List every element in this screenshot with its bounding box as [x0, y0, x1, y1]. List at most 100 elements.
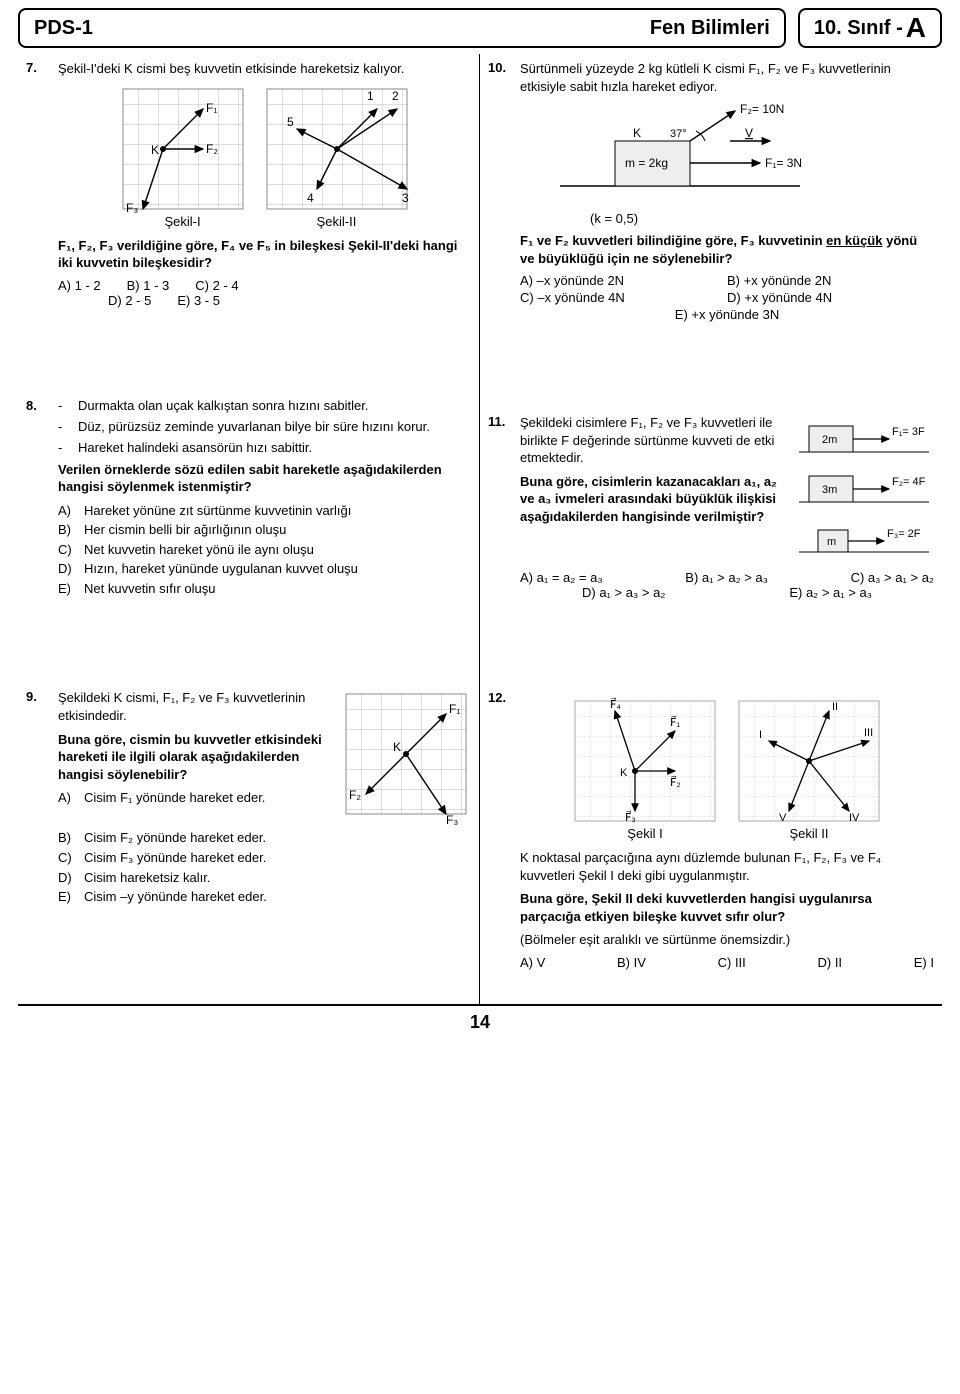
q11-opt-c[interactable]: C) a₃ > a₁ > a₂	[851, 570, 934, 585]
svg-text:F⃗₂: F⃗₂	[670, 775, 681, 789]
q11-opt-d[interactable]: D) a₁ > a₃ > a₂	[582, 585, 665, 600]
svg-text:m: m	[827, 536, 836, 548]
header-right: 10. Sınıf - A	[798, 8, 942, 48]
svg-text:5: 5	[287, 115, 294, 129]
svg-text:F⃗₄: F⃗₄	[610, 697, 621, 711]
q10-opt-a[interactable]: A) –x yönünde 2N	[520, 273, 727, 288]
svg-text:IV: IV	[849, 812, 860, 824]
q7-opt-d[interactable]: D) 2 - 5	[108, 293, 151, 308]
svg-text:I: I	[759, 729, 762, 741]
q9-opt-b[interactable]: Cisim F₂ yönünde hareket eder.	[84, 829, 266, 847]
svg-text:4: 4	[307, 191, 314, 205]
question-10: 10. Sürtünmeli yüzeyde 2 kg kütleli K ci…	[488, 60, 934, 324]
svg-text:F⃗₃: F⃗₃	[625, 810, 636, 824]
q7-figure-2: 1 2 3 4 5 Şekil-II	[262, 84, 412, 229]
svg-text:F₂= 10N: F₂= 10N	[740, 102, 784, 116]
header-left: PDS-1 Fen Bilimleri	[18, 8, 786, 48]
q7-figure-1: K F₁ F₂ F₃ Şekil-I	[118, 84, 248, 229]
q8-item-1: Durmakta olan uçak kalkıştan sonra hızın…	[78, 398, 368, 413]
q7-opt-c[interactable]: C) 2 - 4	[195, 278, 238, 293]
svg-text:F₁= 3F: F₁= 3F	[892, 426, 925, 438]
svg-text:F₂: F₂	[206, 142, 218, 156]
q12-opt-d[interactable]: D) II	[817, 955, 842, 970]
question-11: 11. Şekildeki cisimlere F₁, F₂ ve F₃ kuv…	[488, 414, 934, 600]
svg-text:V: V	[779, 812, 787, 824]
variant-letter: A	[906, 12, 926, 44]
q9-opt-a[interactable]: Cisim F₁ yönünde hareket eder.	[84, 789, 265, 807]
q8-opt-d[interactable]: Hızın, hareket yününde uygulanan kuvvet …	[84, 560, 358, 578]
q11-number: 11.	[488, 414, 512, 600]
svg-text:F⃗₁: F⃗₁	[670, 715, 680, 729]
q12-figure-1: K F⃗₄ F⃗₁ F⃗₂ F⃗₃ Ş	[570, 696, 720, 841]
q7-opt-b[interactable]: B) 1 - 3	[127, 278, 170, 293]
question-8: 8. -Durmakta olan uçak kalkıştan sonra h…	[26, 398, 471, 600]
q10-text: Sürtünmeli yüzeyde 2 kg kütleli K cismi …	[520, 60, 934, 95]
q12-cap2: Şekil II	[734, 826, 884, 841]
q10-note: (k = 0,5)	[590, 211, 934, 226]
q11-opt-e[interactable]: E) a₂ > a₁ > a₃	[789, 585, 872, 600]
q11-opt-b[interactable]: B) a₁ > a₂ > a₃	[685, 570, 768, 585]
q10-prompt: F₁ ve F₂ kuvvetleri bilindiğine göre, F₃…	[520, 232, 934, 267]
question-7: 7. Şekil-I'deki K cismi beş kuvvetin etk…	[26, 60, 471, 308]
svg-text:V: V	[745, 126, 753, 140]
q9-number: 9.	[26, 689, 50, 907]
q12-opt-b[interactable]: B) IV	[617, 955, 646, 970]
q8-item-2: Düz, pürüzsüz zeminde yuvarlanan bilye b…	[78, 419, 430, 434]
q7-text: Şekil-I'deki K cismi beş kuvvetin etkisi…	[58, 60, 471, 78]
q11-text: Şekildeki cisimlere F₁, F₂ ve F₃ kuvvetl…	[520, 414, 784, 467]
svg-text:F₃: F₃	[126, 201, 138, 214]
q10-figure: m = 2kg F₂= 10N 37° K F₁= 3N V	[520, 101, 934, 226]
svg-text:F₂= 4F: F₂= 4F	[892, 476, 926, 488]
svg-text:F₃: F₃	[446, 813, 458, 827]
q7-number: 7.	[26, 60, 50, 308]
q12-cap1: Şekil I	[570, 826, 720, 841]
q8-prompt: Verilen örneklerde sözü edilen sabit har…	[58, 461, 471, 496]
svg-text:K: K	[393, 740, 401, 754]
svg-text:F₂: F₂	[349, 788, 361, 802]
q10-opt-c[interactable]: C) –x yönünde 4N	[520, 290, 727, 305]
q11-figure: 2m F₁= 3F 3m F₂= 4F	[794, 414, 934, 564]
svg-text:F₁: F₁	[206, 101, 217, 115]
svg-text:2: 2	[392, 89, 399, 103]
q7-opt-e[interactable]: E) 3 - 5	[177, 293, 220, 308]
svg-text:K: K	[151, 143, 159, 157]
q7-fig2-caption: Şekil-II	[262, 214, 412, 229]
page-number: 14	[18, 1012, 942, 1033]
q11-opt-a[interactable]: A) a₁ = a₂ = a₃	[520, 570, 603, 585]
q9-opt-d[interactable]: Cisim hareketsiz kalır.	[84, 869, 210, 887]
q9-opt-e[interactable]: Cisim –y yönünde hareket eder.	[84, 888, 267, 906]
q10-number: 10.	[488, 60, 512, 324]
q12-figure-2: I II III IV V Şekil	[734, 696, 884, 841]
q8-opt-e[interactable]: Net kuvvetin sıfır oluşu	[84, 580, 216, 598]
q12-opt-a[interactable]: A) V	[520, 955, 545, 970]
question-9: 9. Şekildeki K cismi, F₁, F₂ ve F₃ kuvve…	[26, 689, 471, 907]
q8-number: 8.	[26, 398, 50, 600]
svg-text:1: 1	[367, 89, 374, 103]
svg-text:K: K	[633, 126, 641, 140]
q11-prompt: Buna göre, cisimlerin kazanacakları a₁, …	[520, 473, 784, 526]
q8-opt-c[interactable]: Net kuvvetin hareket yönü ile aynı oluşu	[84, 541, 314, 559]
q8-opt-a[interactable]: Hareket yönüne zıt sürtünme kuvvetinin v…	[84, 502, 351, 520]
svg-text:III: III	[864, 727, 873, 739]
q10-opt-d[interactable]: D) +x yönünde 4N	[727, 290, 934, 305]
question-12: 12. K F⃗₄	[488, 690, 934, 970]
q9-text: Şekildeki K cismi, F₁, F₂ ve F₃ kuvvetle…	[58, 689, 331, 724]
q12-prompt: Buna göre, Şekil II deki kuvvetlerden ha…	[520, 890, 934, 925]
q7-fig1-caption: Şekil-I	[118, 214, 248, 229]
q12-opt-e[interactable]: E) I	[914, 955, 934, 970]
q9-prompt: Buna göre, cismin bu kuvvetler etkisinde…	[58, 731, 331, 784]
q12-text: K noktasal parçacığına aynı düzlemde bul…	[520, 849, 934, 884]
svg-text:K: K	[620, 767, 628, 779]
grade-label: 10. Sınıf -	[814, 17, 903, 40]
q12-opt-c[interactable]: C) III	[718, 955, 746, 970]
svg-text:3m: 3m	[822, 484, 837, 496]
q8-opt-b[interactable]: Her cismin belli bir ağırlığının oluşu	[84, 521, 286, 539]
subject: Fen Bilimleri	[650, 17, 770, 40]
svg-text:F₁= 3N: F₁= 3N	[765, 156, 802, 170]
q7-opt-a[interactable]: A) 1 - 2	[58, 278, 101, 293]
q10-opt-b[interactable]: B) +x yönünde 2N	[727, 273, 934, 288]
q9-opt-c[interactable]: Cisim F₃ yönünde hareket eder.	[84, 849, 266, 867]
q8-item-3: Hareket halindeki asansörün hızı sabitti…	[78, 440, 312, 455]
svg-text:m = 2kg: m = 2kg	[625, 156, 668, 170]
q10-opt-e[interactable]: E) +x yönünde 3N	[520, 307, 934, 322]
